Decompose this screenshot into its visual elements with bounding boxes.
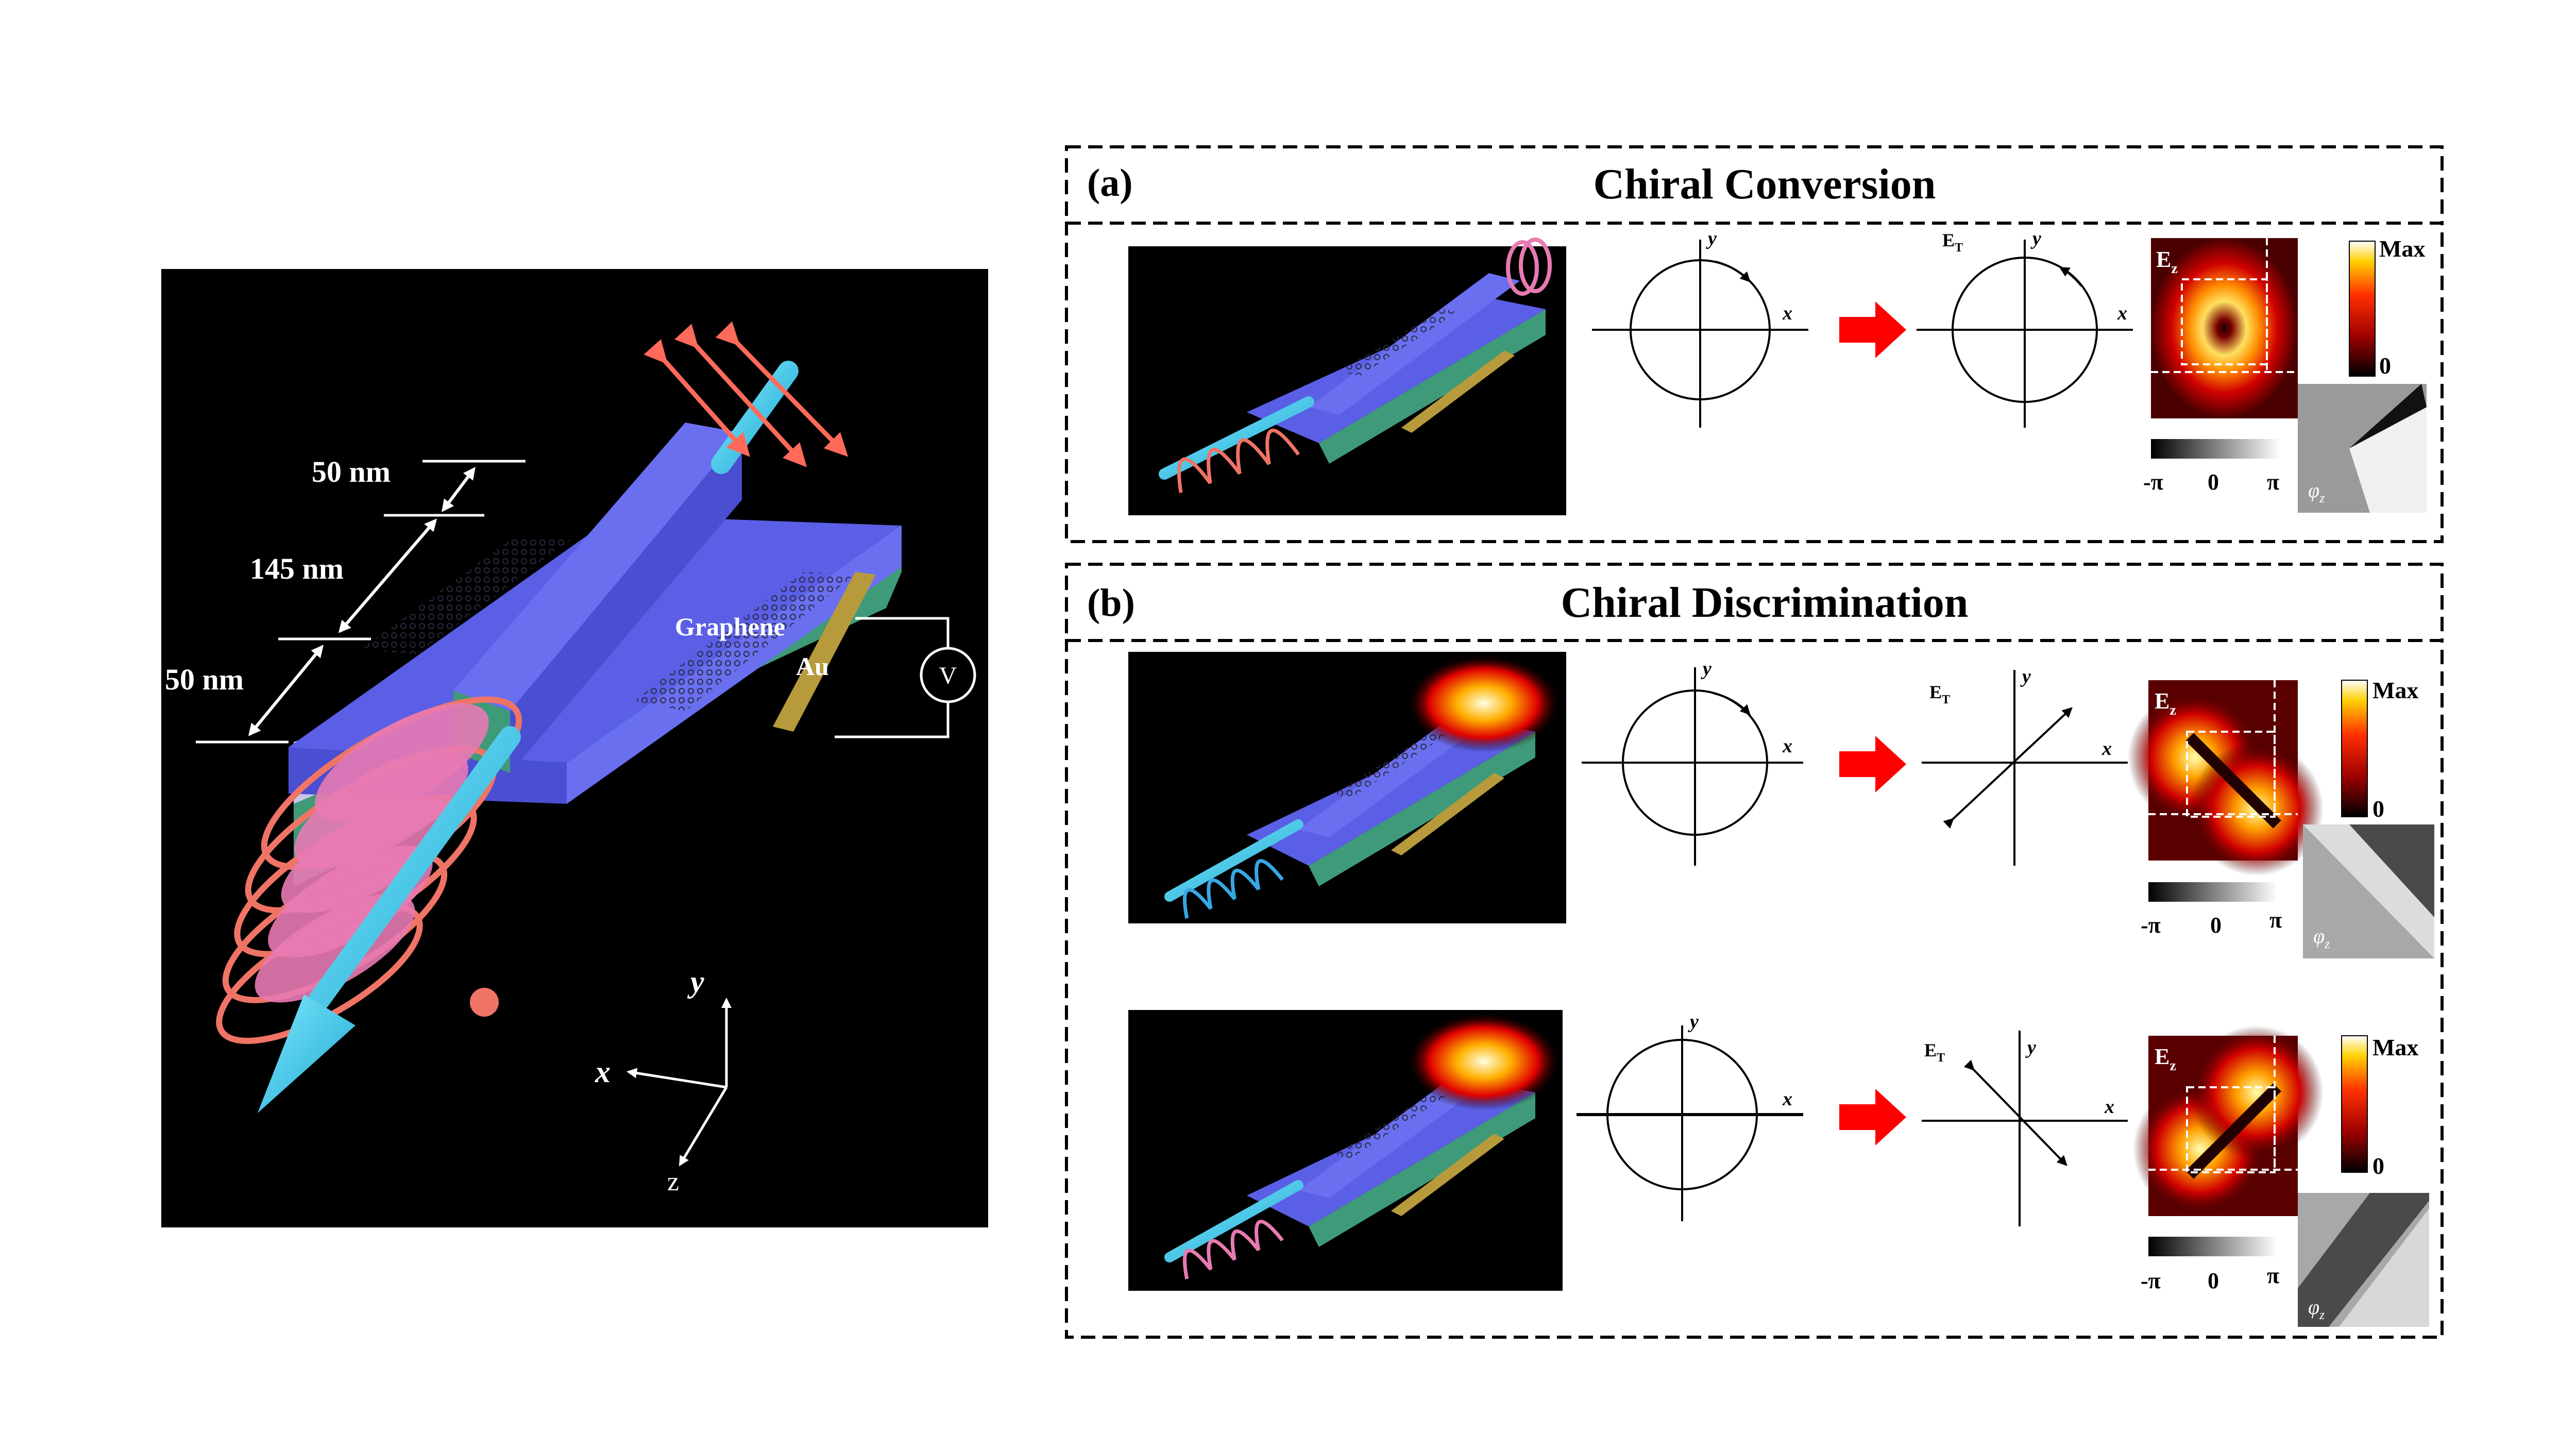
panel-b-row1-in-y: y xyxy=(1701,658,1711,680)
panel-b-row1-phase-min: -π xyxy=(2141,913,2161,938)
panel-b-row2: y x ET y x Ez Max xyxy=(1128,1010,2429,1327)
panel-b-row2-phase-max: π xyxy=(2267,1263,2279,1288)
panel-b-row1-out-x: x xyxy=(2102,738,2112,760)
panel-b-row1-phase-label: φz xyxy=(2313,924,2330,951)
panel-a-body-box xyxy=(1065,222,2444,543)
au-label: Au xyxy=(796,652,829,681)
panel-b-row2-out-x: x xyxy=(2104,1096,2114,1118)
panel-b-row1-max-label: Max xyxy=(2372,677,2418,703)
dim-arrow-bottom xyxy=(248,645,324,736)
panel-a-input-polarization: y x xyxy=(1592,228,1808,428)
panel-b-title: Chiral Discrimination xyxy=(1561,579,1969,627)
dim-label-middle: 145 nm xyxy=(250,552,344,585)
panel-b-row2-phase-min: -π xyxy=(2141,1268,2161,1293)
panel-b-row1-phase-mid: 0 xyxy=(2210,913,2222,938)
circuit-wire-bottom xyxy=(835,701,950,738)
panel-a-phase-min: -π xyxy=(2143,469,2163,495)
panel-a-in-x: x xyxy=(1782,302,1792,324)
panel-a: (a) Chiral Conversion y x xyxy=(1065,145,2444,543)
axis-y-label: y xyxy=(687,965,704,999)
axis-z-line xyxy=(679,1086,728,1167)
panel-b-letter: (b) xyxy=(1087,581,1135,625)
panel-b-row2-phase-mid: 0 xyxy=(2208,1268,2219,1293)
voltmeter-icon xyxy=(920,647,976,703)
panel-b-row2-colorbar xyxy=(2341,1035,2368,1173)
panel-a-phasebar xyxy=(2151,439,2280,459)
panel-b-body-box xyxy=(1065,639,2444,1339)
dim-arrow-middle xyxy=(338,518,437,633)
panel-b-row2-phasebar xyxy=(2148,1237,2277,1256)
graphene-label: Graphene xyxy=(675,612,785,641)
device-schematic: V Graphene Au 50 nm 145 nm 50 nm xyxy=(161,269,988,1227)
panel-b-header-box xyxy=(1065,563,2444,642)
panel-b-row2-red-arrow-icon xyxy=(1839,1089,1906,1145)
graphene-sheet-right xyxy=(634,572,855,711)
panel-b-row1-out-y: y xyxy=(2020,666,2031,687)
panel-a-zero-label: 0 xyxy=(2379,352,2391,379)
panel-a-header-box xyxy=(1065,145,2444,225)
panel-b-row1-field-map: Ez Max 0 -π 0 π φz xyxy=(2128,677,2434,958)
panel-b-row2-map-label: Ez xyxy=(2155,1044,2176,1074)
panel-b-row1-phase-max: π xyxy=(2269,907,2282,933)
panel-a-phase-max: π xyxy=(2267,469,2279,495)
input-beam-cone xyxy=(258,995,355,1113)
panel-b-row2-in-x: x xyxy=(1782,1088,1792,1110)
panel-a-phase-label: φz xyxy=(2308,479,2325,506)
dim-label-bottom: 50 nm xyxy=(165,663,244,696)
panel-a-title: Chiral Conversion xyxy=(1593,160,1936,208)
panel-b-row2-in-y: y xyxy=(1688,1011,1699,1033)
axis-x-line xyxy=(626,1068,727,1089)
panel-a-output-polarization: ET y x xyxy=(1917,228,2133,428)
panel-b-row1-out-label: ET xyxy=(1929,682,1950,706)
panel-b-row1-input-polarization: y x xyxy=(1582,658,1803,866)
panel-a-colorbar xyxy=(2349,241,2376,377)
panel-b-row2-input-polarization: y x xyxy=(1577,1011,1803,1221)
output-field-arrow-3 xyxy=(715,321,849,457)
waveguide-side xyxy=(510,433,742,773)
axis-x-label: x xyxy=(595,1055,611,1089)
gold-electrode xyxy=(773,572,876,732)
input-vortex-beam xyxy=(216,696,522,1113)
panel-b-row1-in-x: x xyxy=(1782,735,1792,757)
panel-b-row2-output-polarization: ET y x xyxy=(1922,1031,2128,1226)
panel-b-row1-phasebar xyxy=(2148,882,2277,902)
circuit-wire-top xyxy=(855,617,950,649)
panel-a-max-label: Max xyxy=(2379,235,2425,262)
panel-a-field-map: Ez Max 0 -π 0 π φz xyxy=(2143,235,2427,513)
panel-b-row1-colorbar xyxy=(2341,680,2368,817)
panel-a-phase-mid: 0 xyxy=(2208,469,2219,495)
panel-b-row2-out-label: ET xyxy=(1924,1040,1945,1065)
panel-b-row2-max-label: Max xyxy=(2372,1034,2418,1060)
panel-b-row1-red-arrow-icon xyxy=(1839,736,1906,793)
panel-b-row1-output-polarization: ET y x xyxy=(1922,666,2128,866)
panel-a-red-arrow-icon xyxy=(1839,301,1906,358)
panel-b-row2-field-map: Ez Max 0 -π 0 π φz xyxy=(2133,1025,2429,1327)
panel-a-in-y: y xyxy=(1706,228,1717,249)
waveguide-top xyxy=(453,423,742,711)
panel-b-row1-device-thumbnail xyxy=(1128,652,1566,923)
panel-b-row2-phase-label: φz xyxy=(2308,1295,2325,1322)
dim-label-top: 50 nm xyxy=(312,455,391,488)
panel-a-device-thumbnail xyxy=(1128,238,1566,515)
panel-a-out-x: x xyxy=(2117,302,2127,324)
panel-a-letter: (a) xyxy=(1087,161,1133,205)
panel-b-row2-out-y: y xyxy=(2025,1037,2036,1058)
panel-b-row2-device-thumbnail xyxy=(1128,1010,1563,1291)
panel-b-row1: y x ET y x Ez Max xyxy=(1128,652,2434,958)
panel-a-map-label: Ez xyxy=(2156,247,2178,277)
panel-a-out-label: ET xyxy=(1942,230,1963,255)
voltmeter-label: V xyxy=(939,662,957,689)
panel-b: (b) Chiral Discrimination y x xyxy=(1065,563,2444,1339)
panel-a-out-y: y xyxy=(2030,228,2041,249)
axis-z-label: z xyxy=(667,1167,679,1197)
panel-b-row1-map-label: Ez xyxy=(2155,688,2176,718)
panel-b-row2-zero-label: 0 xyxy=(2372,1153,2384,1179)
panel-b-row1-zero-label: 0 xyxy=(2372,796,2384,822)
dim-arrow-top xyxy=(442,467,476,512)
